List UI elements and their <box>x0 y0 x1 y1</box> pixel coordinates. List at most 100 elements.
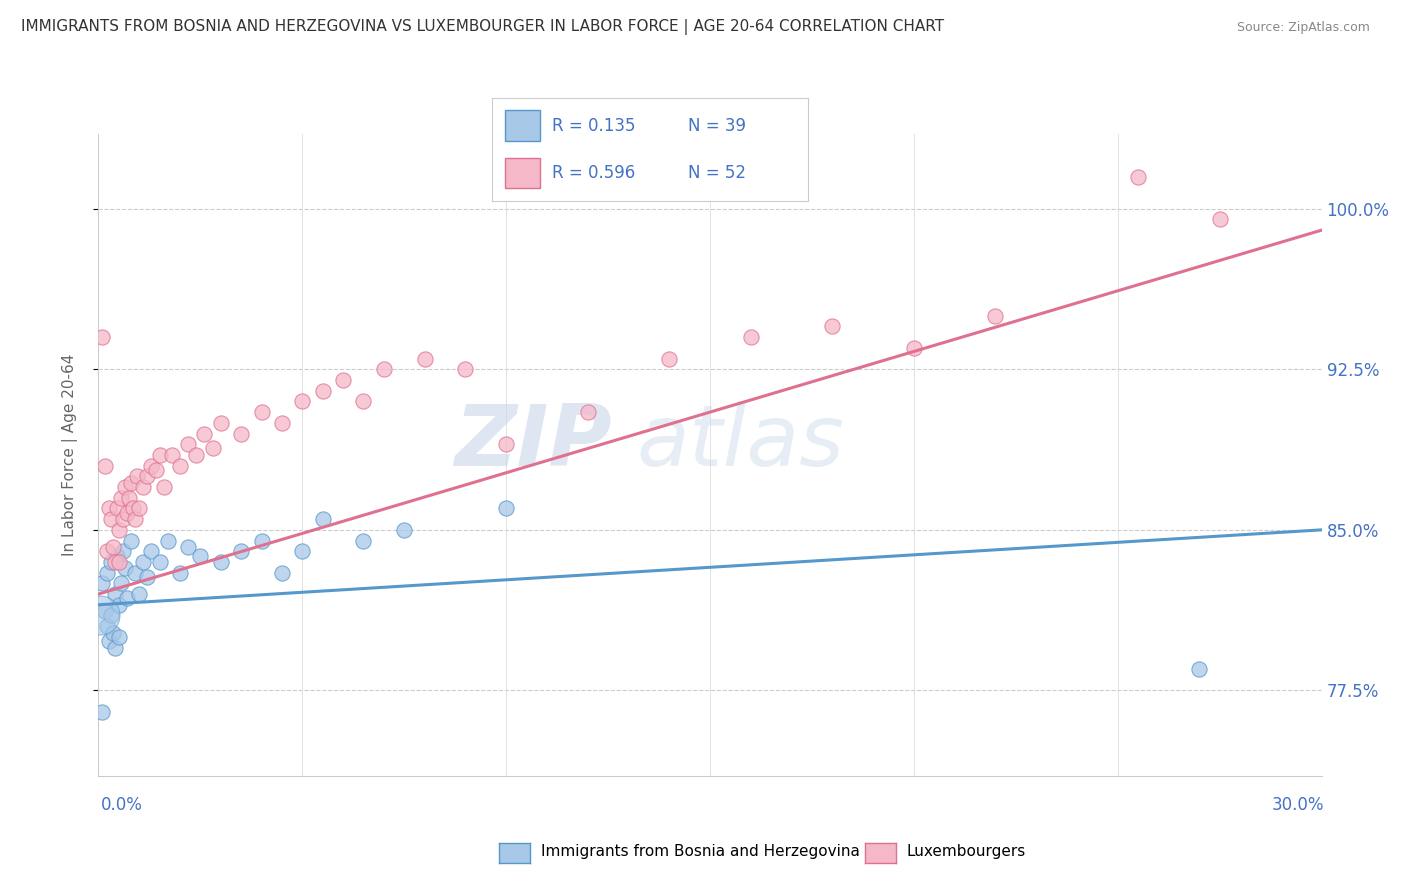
Point <box>984 309 1007 323</box>
Point <box>177 437 200 451</box>
Point <box>250 533 273 548</box>
Text: N = 52: N = 52 <box>689 164 747 182</box>
Point <box>91 330 114 344</box>
Point <box>270 416 294 430</box>
Point <box>91 705 114 719</box>
Text: R = 0.596: R = 0.596 <box>553 164 636 182</box>
Point <box>101 540 124 554</box>
Point <box>454 362 477 376</box>
Y-axis label: In Labor Force | Age 20-64: In Labor Force | Age 20-64 <box>62 354 77 556</box>
Point <box>352 394 374 409</box>
Point <box>576 405 599 419</box>
Point <box>141 458 163 473</box>
Point <box>105 501 128 516</box>
Point <box>821 319 844 334</box>
Text: N = 39: N = 39 <box>689 117 747 135</box>
Point <box>110 576 132 591</box>
Point <box>96 544 118 558</box>
Point <box>114 480 136 494</box>
Point <box>169 458 191 473</box>
Point <box>97 501 120 516</box>
Point <box>145 463 167 477</box>
Point <box>124 566 146 580</box>
Point <box>495 437 517 451</box>
Point <box>392 523 416 537</box>
Point <box>373 362 395 376</box>
Point <box>291 544 314 558</box>
Point <box>186 448 208 462</box>
Point <box>115 591 138 606</box>
Point <box>89 608 111 623</box>
Point <box>209 555 232 569</box>
Point <box>352 533 374 548</box>
Point <box>93 604 115 618</box>
Point <box>413 351 436 366</box>
Point <box>132 555 155 569</box>
Point <box>903 341 925 355</box>
Point <box>270 566 294 580</box>
Point <box>100 555 122 569</box>
Point <box>96 619 118 633</box>
Point <box>188 549 212 563</box>
Point <box>101 625 124 640</box>
Text: Immigrants from Bosnia and Herzegovina: Immigrants from Bosnia and Herzegovina <box>541 845 860 859</box>
Point <box>312 512 335 526</box>
Point <box>209 416 232 430</box>
Point <box>118 491 141 505</box>
Point <box>91 576 114 591</box>
Point <box>136 570 159 584</box>
Point <box>1188 662 1211 676</box>
Point <box>104 555 127 569</box>
Text: 0.0%: 0.0% <box>101 796 143 814</box>
Point <box>1128 169 1150 184</box>
Point <box>96 566 118 580</box>
Point <box>152 480 174 494</box>
Point <box>136 469 159 483</box>
Bar <box>505 158 540 188</box>
Point <box>111 512 134 526</box>
Point <box>141 544 163 558</box>
Point <box>111 544 134 558</box>
Text: 30.0%: 30.0% <box>1272 796 1324 814</box>
Point <box>312 384 335 398</box>
Text: Luxembourgers: Luxembourgers <box>907 845 1026 859</box>
Point <box>658 351 681 366</box>
Point <box>1208 212 1232 227</box>
Point <box>177 540 200 554</box>
Text: ZIP: ZIP <box>454 401 612 483</box>
Point <box>291 394 314 409</box>
Point <box>127 469 149 483</box>
Point <box>149 448 172 462</box>
Point <box>97 634 120 648</box>
Point <box>104 587 127 601</box>
Text: R = 0.135: R = 0.135 <box>553 117 636 135</box>
Point <box>128 501 150 516</box>
Point <box>120 533 142 548</box>
Point <box>250 405 273 419</box>
Point <box>332 373 354 387</box>
Point <box>169 566 191 580</box>
Point <box>105 549 128 563</box>
Point <box>110 491 132 505</box>
Point <box>114 561 136 575</box>
Point <box>115 506 138 520</box>
Text: IMMIGRANTS FROM BOSNIA AND HERZEGOVINA VS LUXEMBOURGER IN LABOR FORCE | AGE 20-6: IMMIGRANTS FROM BOSNIA AND HERZEGOVINA V… <box>21 20 945 35</box>
Text: atlas: atlas <box>637 401 845 483</box>
Point <box>201 442 224 456</box>
Point <box>128 587 150 601</box>
Point <box>93 458 115 473</box>
Point <box>108 598 131 612</box>
Point <box>124 512 146 526</box>
Point <box>495 501 517 516</box>
Point <box>149 555 172 569</box>
Point <box>108 555 131 569</box>
Point <box>104 640 127 655</box>
Point <box>160 448 183 462</box>
Point <box>120 475 142 490</box>
Point <box>100 608 122 623</box>
Point <box>108 523 131 537</box>
Point <box>740 330 762 344</box>
Point <box>122 501 145 516</box>
Point <box>193 426 215 441</box>
Point <box>231 544 253 558</box>
